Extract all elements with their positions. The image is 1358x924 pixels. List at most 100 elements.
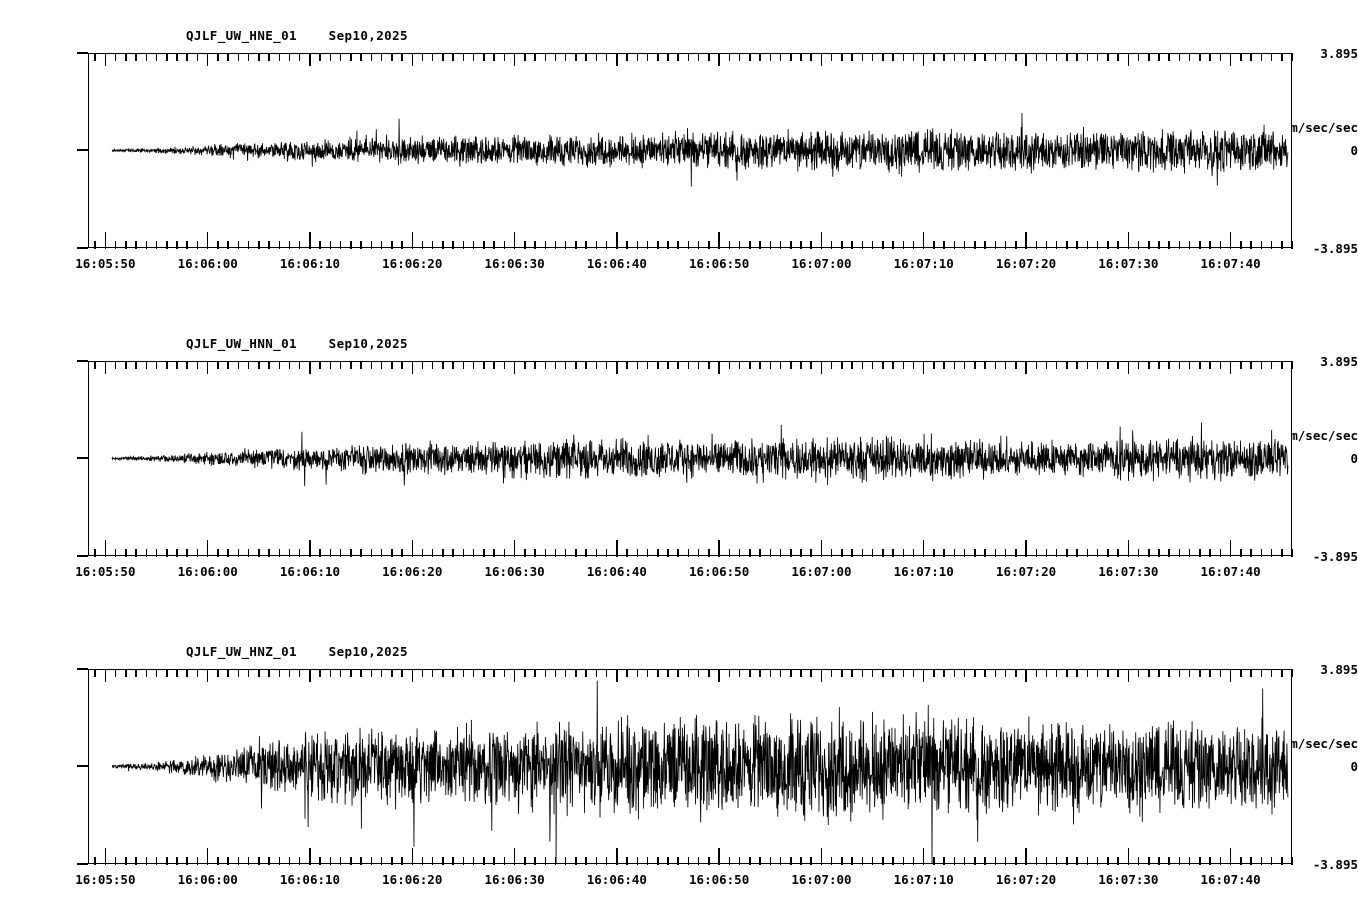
waveform-trace-hne	[111, 112, 1289, 187]
x-tick-minor	[401, 361, 403, 369]
x-tick-minor	[790, 669, 792, 677]
x-tick-minor	[974, 241, 976, 249]
x-tick-minor	[339, 857, 342, 865]
x-tick-minor	[841, 549, 843, 557]
x-tick-minor	[534, 241, 536, 249]
x-tick-minor	[830, 241, 833, 249]
x-tick-minor	[984, 53, 986, 61]
x-tick-minor	[1168, 241, 1170, 249]
x-tick-minor	[626, 241, 628, 249]
x-tick-minor	[135, 669, 137, 677]
x-tick-minor	[1015, 361, 1017, 369]
y-axis-max-label-hne: 3.895	[1320, 46, 1358, 61]
x-tick-minor	[237, 53, 240, 61]
x-tick-minor	[974, 857, 976, 865]
x-tick-minor	[196, 669, 199, 677]
x-tick-minor	[125, 53, 127, 61]
x-tick-minor	[871, 857, 874, 865]
x-axis-tick-label: 16:07:00	[791, 872, 852, 887]
x-tick-minor	[196, 361, 199, 369]
x-tick-minor	[595, 241, 598, 249]
x-tick-minor	[677, 53, 679, 61]
x-tick-major	[104, 540, 107, 557]
x-tick-minor	[298, 361, 301, 369]
x-tick-minor	[1107, 241, 1109, 249]
x-tick-minor	[247, 361, 250, 369]
waveform-path	[111, 422, 1289, 487]
x-tick-major	[309, 669, 311, 682]
x-tick-minor	[442, 361, 444, 369]
x-tick-minor	[278, 241, 281, 249]
x-tick-minor	[288, 857, 291, 865]
x-tick-minor	[258, 361, 260, 369]
x-tick-minor	[176, 53, 178, 61]
x-tick-major	[513, 848, 516, 865]
x-tick-major	[411, 361, 414, 374]
x-tick-major	[922, 848, 925, 865]
x-tick-minor	[851, 857, 853, 865]
x-tick-minor	[1240, 53, 1242, 61]
x-tick-minor	[626, 669, 628, 677]
x-tick-minor	[605, 241, 608, 249]
x-tick-minor	[370, 857, 373, 865]
x-tick-minor	[759, 549, 761, 557]
x-tick-minor	[94, 361, 96, 369]
x-tick-major	[104, 848, 107, 865]
x-tick-minor	[912, 669, 915, 677]
x-tick-minor	[1178, 361, 1181, 369]
x-tick-minor	[472, 669, 475, 677]
x-tick-minor	[114, 549, 117, 557]
x-tick-minor	[1096, 361, 1099, 369]
x-tick-major	[1229, 540, 1232, 557]
x-tick-minor	[1055, 53, 1058, 61]
x-tick-minor	[1240, 669, 1242, 677]
x-axis-tick-label: 16:06:50	[689, 564, 750, 579]
x-tick-major	[616, 232, 618, 249]
x-tick-minor	[278, 669, 281, 677]
x-tick-minor	[953, 669, 956, 677]
x-tick-minor	[186, 361, 188, 369]
x-tick-minor	[861, 669, 864, 677]
x-tick-minor	[912, 241, 915, 249]
x-tick-minor	[1281, 361, 1283, 369]
x-tick-major	[513, 540, 516, 557]
x-tick-minor	[1158, 241, 1160, 249]
x-axis-tick-label: 16:06:30	[484, 256, 545, 271]
x-tick-minor	[1199, 549, 1201, 557]
x-axis-tick-label: 16:06:20	[382, 872, 443, 887]
x-axis-tick-label: 16:06:40	[586, 564, 647, 579]
x-tick-minor	[1291, 857, 1293, 865]
x-tick-major	[1127, 232, 1130, 249]
x-tick-minor	[861, 241, 864, 249]
x-tick-minor	[1209, 53, 1211, 61]
x-tick-minor	[943, 361, 945, 369]
x-axis-tick-label: 16:07:40	[1200, 256, 1261, 271]
x-tick-minor	[1168, 361, 1170, 369]
x-tick-minor	[247, 857, 250, 865]
x-tick-minor	[452, 549, 454, 557]
x-tick-minor	[452, 53, 454, 61]
x-tick-minor	[1199, 857, 1201, 865]
x-tick-minor	[247, 53, 250, 61]
x-tick-minor	[1250, 53, 1252, 61]
x-tick-minor	[431, 53, 434, 61]
x-tick-minor	[892, 53, 894, 61]
x-tick-minor	[421, 857, 424, 865]
x-tick-minor	[524, 669, 526, 677]
x-tick-major	[718, 53, 720, 66]
x-tick-minor	[677, 241, 679, 249]
x-tick-minor	[943, 669, 945, 677]
x-tick-minor	[605, 857, 608, 865]
x-tick-minor	[1240, 857, 1242, 865]
x-tick-major	[513, 232, 516, 249]
x-tick-minor	[370, 241, 373, 249]
x-tick-minor	[524, 361, 526, 369]
x-tick-minor	[227, 53, 229, 61]
x-tick-minor	[1035, 53, 1037, 61]
waveform-path	[111, 680, 1289, 864]
x-tick-minor	[370, 669, 373, 677]
x-tick-minor	[125, 857, 127, 865]
x-tick-minor	[360, 361, 362, 369]
x-axis-tick-label: 16:07:30	[1098, 256, 1159, 271]
x-tick-minor	[227, 241, 229, 249]
